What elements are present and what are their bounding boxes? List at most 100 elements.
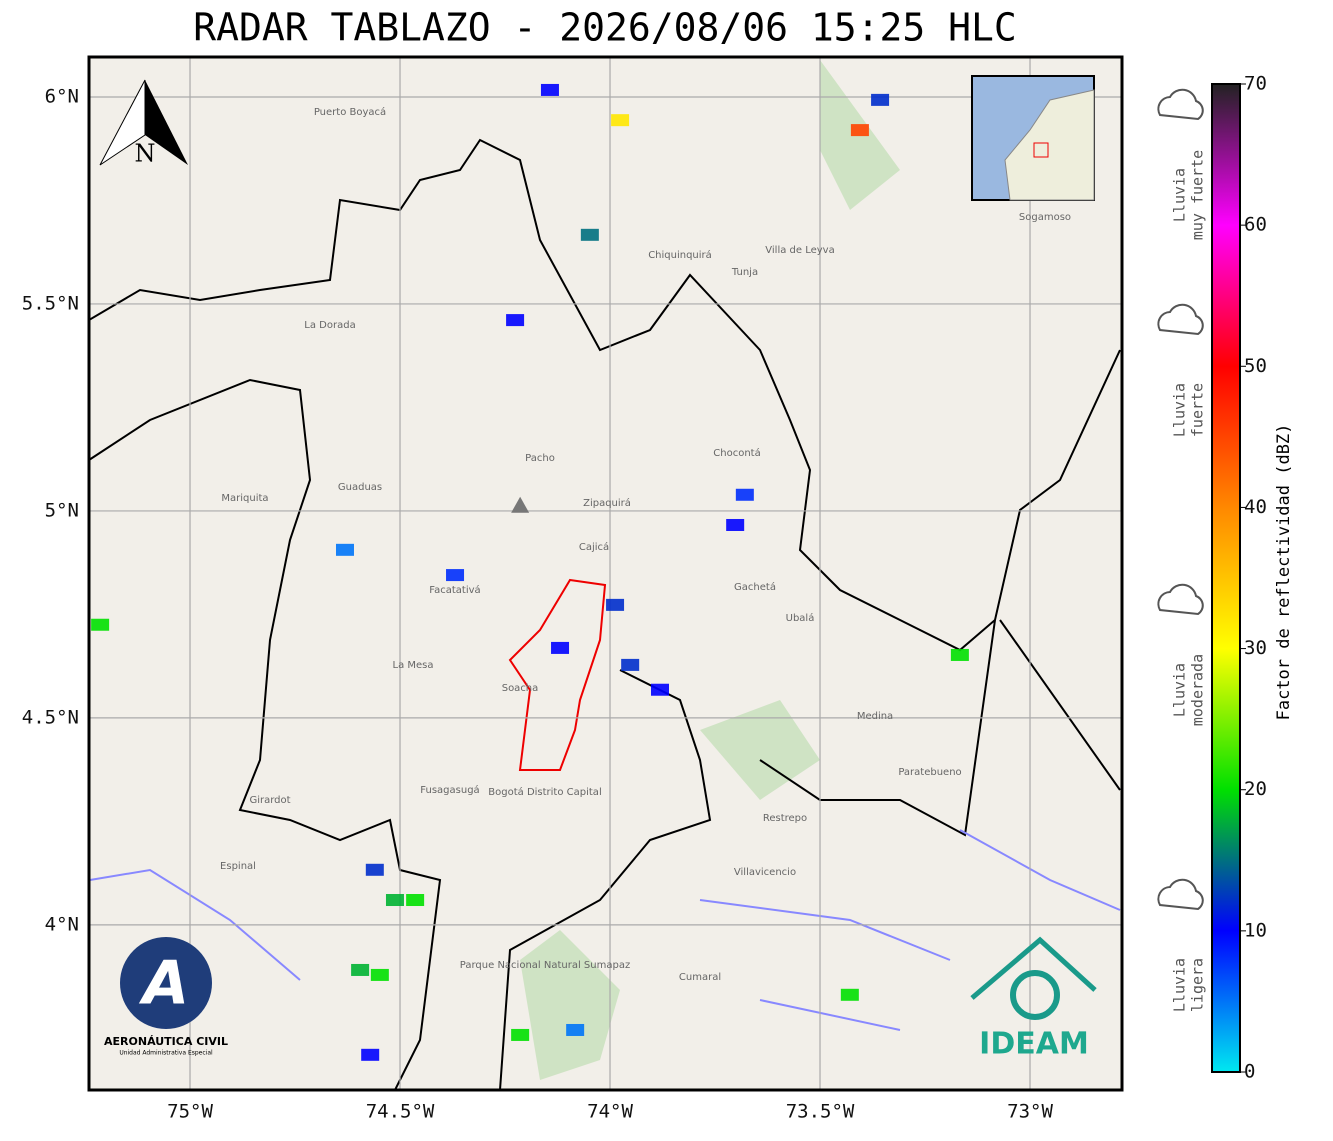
place-label: Cajicá xyxy=(579,541,609,553)
place-label: Medina xyxy=(857,711,893,722)
x-tick-label: 74.5°W xyxy=(366,1101,435,1123)
rain-icon xyxy=(1157,88,1204,121)
rain-icon xyxy=(1157,583,1204,616)
radar-echo xyxy=(606,598,625,611)
y-tick-label: 5.5°N xyxy=(22,292,79,314)
y-tick-label: 4°N xyxy=(45,913,79,935)
x-tick-label: 75°W xyxy=(167,1101,213,1123)
place-label: Puerto Boyacá xyxy=(314,106,386,118)
logo-text: AERONÁUTICA CIVIL xyxy=(104,1035,228,1048)
radar-site xyxy=(511,496,530,513)
radar-echo xyxy=(726,518,745,531)
rain-icon xyxy=(1157,878,1204,911)
place-label: La Mesa xyxy=(393,660,434,671)
place-label: Facatativá xyxy=(429,584,480,596)
rain-label: moderada xyxy=(1189,654,1207,726)
radar-echo xyxy=(650,683,669,696)
place-label: Soacha xyxy=(502,683,539,694)
x-tick-label: 73.5°W xyxy=(786,1101,855,1123)
place-label: Tunja xyxy=(731,267,758,278)
inset xyxy=(971,75,1095,201)
ideam-logo: IDEAM xyxy=(970,936,1097,1062)
radar-echo xyxy=(735,488,754,501)
bogota-boundary xyxy=(508,578,607,771)
map: Zipaquirá Facatativá Girardot Fusagasugá Vil… xyxy=(89,57,1122,1090)
rain-label: Lluvia xyxy=(1171,383,1189,437)
rain-label: Lluvia xyxy=(1171,168,1189,222)
place-label: Gachetá xyxy=(734,581,776,593)
radar-echo xyxy=(840,988,859,1001)
radar-echo xyxy=(540,83,559,96)
colorbar-tick-label: 10 xyxy=(1244,919,1267,941)
place-label: La Dorada xyxy=(304,320,355,331)
rain-label: Lluvia xyxy=(1171,663,1189,717)
map-frame xyxy=(87,55,1124,1092)
colorbar-tick-label: 60 xyxy=(1244,214,1267,236)
north-arrow: N xyxy=(99,79,188,168)
y-tick-label: 5°N xyxy=(45,499,79,521)
place-label: Restrepo xyxy=(763,813,807,824)
radar-echo xyxy=(370,968,389,981)
place-label: Guaduas xyxy=(338,482,382,493)
place-label: Chocontá xyxy=(713,447,760,459)
north-label: N xyxy=(135,140,156,168)
place-label: Villavicencio xyxy=(734,867,796,878)
radar-echo xyxy=(335,543,354,556)
rain-label: ligera xyxy=(1189,958,1207,1012)
colorbar-tick-label: 0 xyxy=(1244,1061,1255,1083)
radar-echo xyxy=(406,894,425,907)
colorbar-tick-label: 40 xyxy=(1244,496,1267,518)
place-label: Pacho xyxy=(525,453,555,464)
rain-label: fuerte xyxy=(1189,383,1207,437)
y-tick-label: 4.5°N xyxy=(22,706,79,728)
radar-echo xyxy=(611,114,630,127)
x-tick-label: 74°W xyxy=(587,1101,633,1123)
radar-echo xyxy=(365,863,384,876)
radar-echo xyxy=(566,1023,585,1036)
capital-label: Bogotá Distrito Capital xyxy=(488,786,601,798)
logo-subtext: Unidad Administrativa Especial xyxy=(119,1050,213,1057)
rain-label: muy fuerte xyxy=(1189,150,1207,240)
place-label: Fusagasugá xyxy=(420,784,479,796)
title: RADAR TABLAZO - 2026/08/06 15:25 HLC xyxy=(193,6,1017,50)
aero-logo: A AERONÁUTICA CIVIL Unidad Administrativ… xyxy=(104,937,228,1057)
colorbar-tick-label: 50 xyxy=(1244,355,1267,377)
place-label: Chiquinquirá xyxy=(648,249,712,261)
radar-echo xyxy=(871,93,890,106)
colorbar-tick-label: 20 xyxy=(1244,778,1267,800)
rain-icon xyxy=(1157,303,1204,336)
radar-echo xyxy=(446,569,465,582)
boundary xyxy=(89,138,1121,1090)
x-tick-label: 73°W xyxy=(1007,1101,1053,1123)
radar-echo xyxy=(506,314,525,327)
radar-echo xyxy=(351,963,370,976)
park-label: Parque Nacional Natural Sumapaz xyxy=(460,960,630,971)
place-label: Espinal xyxy=(220,861,256,872)
place-label: Cumaral xyxy=(679,972,721,983)
radar-echo xyxy=(361,1048,380,1061)
colorbar-tick-label: 70 xyxy=(1244,73,1267,95)
place-label: Mariquita xyxy=(221,493,268,504)
place-label: Paratebueno xyxy=(898,767,961,778)
svg-text:A: A xyxy=(139,949,189,1019)
colorbar-label: Factor de reflectividad (dBZ) xyxy=(1274,424,1294,721)
radar-echo xyxy=(385,894,404,907)
radar-echo xyxy=(621,658,640,671)
logo-text: IDEAM xyxy=(979,1027,1089,1062)
place-label: Ubalá xyxy=(786,612,815,624)
colorbar xyxy=(1211,83,1241,1073)
radar-echo xyxy=(511,1028,530,1041)
place-label: Girardot xyxy=(249,795,290,806)
place-label: Zipaquirá xyxy=(583,497,631,509)
forest xyxy=(520,60,900,1080)
place-label: Sogamoso xyxy=(1019,212,1071,223)
place-label: Villa de Leyva xyxy=(765,245,834,256)
y-tick-label: 6°N xyxy=(45,85,79,107)
radar-echo xyxy=(950,648,969,661)
rain-label: Lluvia xyxy=(1171,958,1189,1012)
colorbar-tick-label: 30 xyxy=(1244,637,1267,659)
radar-echo xyxy=(91,618,110,631)
radar-echo xyxy=(551,641,570,654)
radar-echo xyxy=(580,228,599,241)
